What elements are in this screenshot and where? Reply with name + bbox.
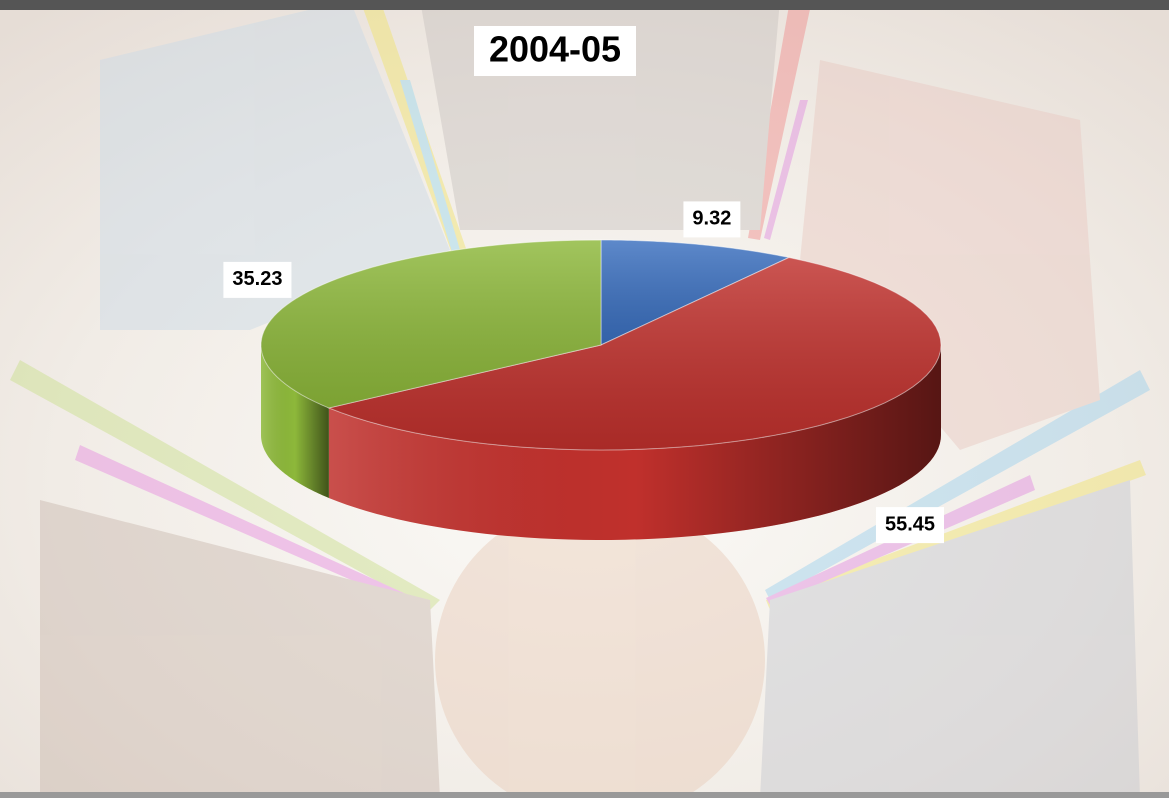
side-shade (261, 345, 329, 498)
side-shade (328, 345, 941, 540)
label-box (875, 507, 945, 544)
chart-title: 2004-05 (489, 29, 621, 70)
data-label: 9.32 (683, 201, 741, 238)
title-box (474, 26, 636, 76)
top-shade (601, 240, 789, 345)
label-box (223, 261, 292, 298)
data-label-text: 9.32 (692, 208, 731, 230)
top-bar (0, 0, 1169, 10)
data-labels: 9.32 55.45 35.23 (223, 201, 945, 544)
top-shade (261, 240, 601, 408)
label-box (683, 201, 741, 238)
data-label-text: 55.45 (885, 513, 935, 535)
top-shade (328, 257, 941, 450)
data-label: 55.45 (875, 507, 945, 544)
data-label: 35.23 (223, 261, 292, 298)
bottom-bar (0, 792, 1169, 798)
pie (260, 239, 942, 540)
data-label-text: 35.23 (232, 268, 282, 290)
